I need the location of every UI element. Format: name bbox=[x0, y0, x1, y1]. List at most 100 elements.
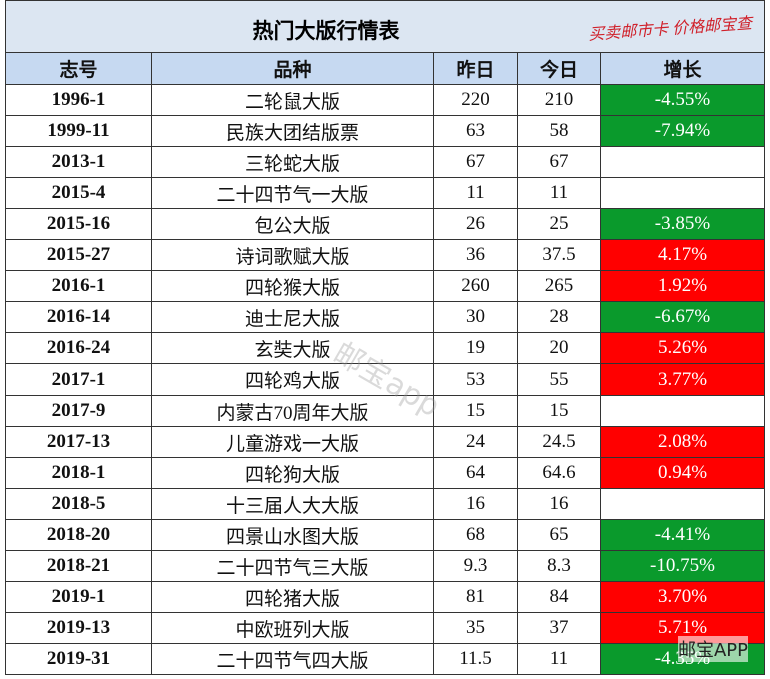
cell-yesterday: 24 bbox=[434, 427, 518, 458]
cell-id: 1999-11 bbox=[5, 116, 152, 147]
cell-growth: 1.92% bbox=[601, 271, 765, 302]
cell-growth bbox=[601, 178, 765, 209]
cell-growth bbox=[601, 147, 765, 178]
column-header: 昨日 bbox=[434, 53, 518, 85]
cell-today: 28 bbox=[518, 302, 601, 333]
cell-id: 2015-16 bbox=[5, 209, 152, 240]
cell-growth: -4.41% bbox=[601, 520, 765, 551]
cell-name: 四景山水图大版 bbox=[152, 520, 434, 551]
cell-name: 二十四节气三大版 bbox=[152, 551, 434, 582]
cell-id: 2017-1 bbox=[5, 364, 152, 396]
cell-today: 16 bbox=[518, 489, 601, 520]
cell-id: 2018-5 bbox=[5, 489, 152, 520]
cell-yesterday: 67 bbox=[434, 147, 518, 178]
cell-today: 55 bbox=[518, 364, 601, 396]
cell-today: 58 bbox=[518, 116, 601, 147]
cell-today: 15 bbox=[518, 396, 601, 427]
cell-growth: 0.94% bbox=[601, 458, 765, 489]
logo: 邮宝APP bbox=[677, 636, 748, 662]
column-header: 今日 bbox=[518, 53, 601, 85]
cell-yesterday: 26 bbox=[434, 209, 518, 240]
cell-yesterday: 9.3 bbox=[434, 551, 518, 582]
cell-name: 儿童游戏一大版 bbox=[152, 427, 434, 458]
cell-today: 67 bbox=[518, 147, 601, 178]
cell-name: 中欧班列大版 bbox=[152, 613, 434, 644]
cell-id: 2019-31 bbox=[5, 644, 152, 675]
cell-id: 1996-1 bbox=[5, 85, 152, 116]
cell-growth: 3.77% bbox=[601, 364, 765, 396]
cell-yesterday: 220 bbox=[434, 85, 518, 116]
column-header: 增长 bbox=[601, 53, 765, 85]
cell-id: 2018-20 bbox=[5, 520, 152, 551]
cell-id: 2015-4 bbox=[5, 178, 152, 209]
cell-today: 84 bbox=[518, 582, 601, 613]
cell-growth: 5.26% bbox=[601, 333, 765, 364]
cell-name: 四轮猪大版 bbox=[152, 582, 434, 613]
cell-yesterday: 260 bbox=[434, 271, 518, 302]
cell-id: 2016-1 bbox=[5, 271, 152, 302]
stamp: 买卖邮市卡 价格邮宝查 bbox=[587, 15, 753, 44]
cell-yesterday: 36 bbox=[434, 240, 518, 271]
cell-id: 2018-1 bbox=[5, 458, 152, 489]
cell-yesterday: 30 bbox=[434, 302, 518, 333]
cell-name: 四轮鸡大版 bbox=[152, 364, 434, 396]
cell-id: 2017-13 bbox=[5, 427, 152, 458]
cell-today: 20 bbox=[518, 333, 601, 364]
cell-name: 迪士尼大版 bbox=[152, 302, 434, 333]
cell-growth: -4.55% bbox=[601, 85, 765, 116]
cell-yesterday: 53 bbox=[434, 364, 518, 396]
cell-id: 2013-1 bbox=[5, 147, 152, 178]
cell-yesterday: 64 bbox=[434, 458, 518, 489]
cell-yesterday: 15 bbox=[434, 396, 518, 427]
cell-id: 2016-24 bbox=[5, 333, 152, 364]
cell-yesterday: 68 bbox=[434, 520, 518, 551]
cell-yesterday: 35 bbox=[434, 613, 518, 644]
cell-name: 十三届人大大版 bbox=[152, 489, 434, 520]
cell-name: 二轮鼠大版 bbox=[152, 85, 434, 116]
cell-today: 65 bbox=[518, 520, 601, 551]
cell-today: 11 bbox=[518, 644, 601, 675]
title-bar: 热门大版行情表 买卖邮市卡 价格邮宝查 bbox=[5, 0, 765, 53]
cell-name: 诗词歌赋大版 bbox=[152, 240, 434, 271]
cell-id: 2018-21 bbox=[5, 551, 152, 582]
cell-today: 210 bbox=[518, 85, 601, 116]
cell-today: 37 bbox=[518, 613, 601, 644]
cell-today: 24.5 bbox=[518, 427, 601, 458]
cell-today: 11 bbox=[518, 178, 601, 209]
cell-name: 内蒙古70周年大版 bbox=[152, 396, 434, 427]
title: 热门大版行情表 bbox=[252, 19, 400, 43]
cell-growth: 2.08% bbox=[601, 427, 765, 458]
cell-name: 民族大团结版票 bbox=[152, 116, 434, 147]
cell-growth: 4.17% bbox=[601, 240, 765, 271]
cell-yesterday: 11 bbox=[434, 178, 518, 209]
cell-today: 64.6 bbox=[518, 458, 601, 489]
cell-name: 二十四节气四大版 bbox=[152, 644, 434, 675]
cell-id: 2016-14 bbox=[5, 302, 152, 333]
cell-yesterday: 16 bbox=[434, 489, 518, 520]
cell-id: 2015-27 bbox=[5, 240, 152, 271]
cell-today: 37.5 bbox=[518, 240, 601, 271]
cell-growth: -6.67% bbox=[601, 302, 765, 333]
cell-name: 四轮狗大版 bbox=[152, 458, 434, 489]
cell-id: 2019-1 bbox=[5, 582, 152, 613]
cell-id: 2017-9 bbox=[5, 396, 152, 427]
cell-yesterday: 81 bbox=[434, 582, 518, 613]
cell-yesterday: 63 bbox=[434, 116, 518, 147]
cell-growth bbox=[601, 489, 765, 520]
cell-growth: -7.94% bbox=[601, 116, 765, 147]
cell-growth bbox=[601, 396, 765, 427]
cell-today: 8.3 bbox=[518, 551, 601, 582]
column-header: 志号 bbox=[5, 53, 152, 85]
cell-growth: -3.85% bbox=[601, 209, 765, 240]
cell-name: 包公大版 bbox=[152, 209, 434, 240]
column-header: 品种 bbox=[152, 53, 434, 85]
cell-yesterday: 11.5 bbox=[434, 644, 518, 675]
cell-name: 三轮蛇大版 bbox=[152, 147, 434, 178]
cell-today: 25 bbox=[518, 209, 601, 240]
cell-growth: -10.75% bbox=[601, 551, 765, 582]
cell-growth: 3.70% bbox=[601, 582, 765, 613]
cell-yesterday: 19 bbox=[434, 333, 518, 364]
cell-today: 265 bbox=[518, 271, 601, 302]
cell-name: 玄奘大版 bbox=[152, 333, 434, 364]
